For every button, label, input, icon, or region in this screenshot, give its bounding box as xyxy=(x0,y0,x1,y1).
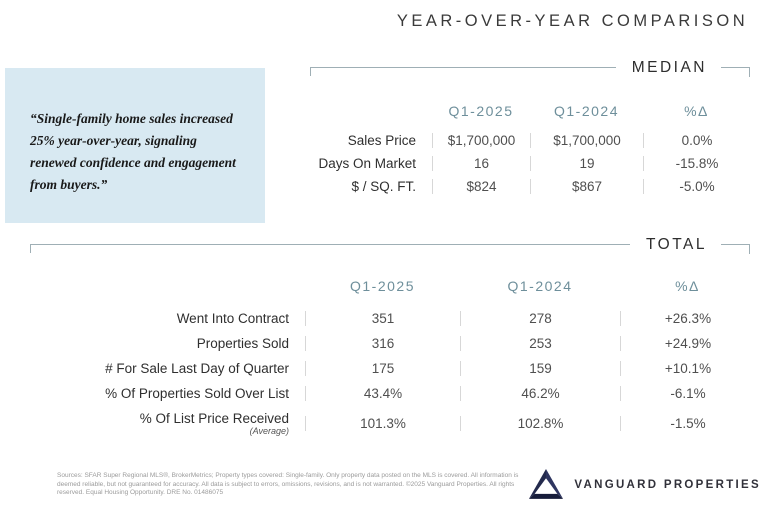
table-row: % Of List Price Received (Average) 101.3… xyxy=(30,406,755,440)
row-label: Sales Price xyxy=(347,133,416,148)
row-label: % Of List Price Received (Average) xyxy=(30,411,305,436)
vanguard-triangle-icon xyxy=(529,469,564,499)
total-table: Q1-2025 Q1-2024 %Δ Went Into Contract 35… xyxy=(30,275,755,440)
median-table-header-row: Q1-2025 Q1-2024 %Δ xyxy=(290,100,750,122)
cell-value: $1,700,000 xyxy=(530,133,643,148)
median-section-label: MEDIAN xyxy=(631,59,707,76)
table-row: Went Into Contract 351 278 +26.3% xyxy=(30,306,755,331)
row-label: Went Into Contract xyxy=(176,311,289,326)
row-label: Properties Sold xyxy=(196,336,289,351)
cell-value: 175 xyxy=(305,361,460,376)
row-label-main: % Of List Price Received xyxy=(139,410,289,426)
cell-value: 16 xyxy=(432,156,530,171)
cell-value: 101.3% xyxy=(305,415,460,431)
cell-value: $1,700,000 xyxy=(432,133,530,148)
total-col-q1-2025: Q1-2025 xyxy=(350,278,415,294)
quote-box: “Single-family home sales increased 25% … xyxy=(5,68,265,223)
cell-value: 102.8% xyxy=(460,415,620,431)
cell-value: 19 xyxy=(530,156,643,171)
median-rule-line xyxy=(310,67,616,76)
total-rule-line xyxy=(30,244,630,253)
disclaimer-text: Sources: SFAR Super Regional MLS®, Broke… xyxy=(57,472,519,496)
cell-value: 159 xyxy=(460,361,620,376)
cell-value: $867 xyxy=(530,179,643,194)
total-table-header-row: Q1-2025 Q1-2024 %Δ xyxy=(30,275,755,297)
median-rule-bracket xyxy=(721,67,750,77)
table-row: Sales Price $1,700,000 $1,700,000 0.0% xyxy=(290,129,750,152)
cell-value: -15.8% xyxy=(643,156,750,171)
cell-value: -6.1% xyxy=(620,386,755,401)
median-col-q1-2024: Q1-2024 xyxy=(554,103,619,119)
cell-value: 278 xyxy=(460,311,620,326)
cell-value: $824 xyxy=(432,179,530,194)
row-label: $ / SQ. FT. xyxy=(351,179,416,194)
row-label-sub: (Average) xyxy=(249,425,289,436)
cell-value: 43.4% xyxy=(305,386,460,401)
median-section-header: MEDIAN xyxy=(310,59,750,77)
brand-name: VANGUARD PROPERTIES xyxy=(574,479,761,491)
total-section-header: TOTAL xyxy=(30,236,750,254)
table-row: # For Sale Last Day of Quarter 175 159 +… xyxy=(30,356,755,381)
cell-value: -5.0% xyxy=(643,179,750,194)
table-row: $ / SQ. FT. $824 $867 -5.0% xyxy=(290,175,750,198)
cell-value: 0.0% xyxy=(643,133,750,148)
table-row: % Of Properties Sold Over List 43.4% 46.… xyxy=(30,381,755,406)
cell-value: +26.3% xyxy=(620,311,755,326)
row-label: # For Sale Last Day of Quarter xyxy=(105,361,289,376)
page-title: YEAR-OVER-YEAR COMPARISON xyxy=(396,12,749,30)
cell-value: 46.2% xyxy=(460,386,620,401)
median-table: Q1-2025 Q1-2024 %Δ Sales Price $1,700,00… xyxy=(290,100,750,198)
cell-value: 316 xyxy=(305,336,460,351)
total-col-q1-2024: Q1-2024 xyxy=(507,278,573,294)
median-col-delta: %Δ xyxy=(684,103,709,119)
quote-text: “Single-family home sales increased 25% … xyxy=(30,111,236,192)
row-label: % Of Properties Sold Over List xyxy=(105,386,289,401)
cell-value: +10.1% xyxy=(620,361,755,376)
cell-value: +24.9% xyxy=(620,336,755,351)
total-rule-bracket xyxy=(721,244,750,254)
row-label: Days On Market xyxy=(318,156,416,171)
cell-value: 253 xyxy=(460,336,620,351)
cell-value: -1.5% xyxy=(620,415,755,431)
table-row: Properties Sold 316 253 +24.9% xyxy=(30,331,755,356)
cell-value: 351 xyxy=(305,311,460,326)
median-col-q1-2025: Q1-2025 xyxy=(448,103,514,119)
total-col-delta: %Δ xyxy=(675,278,700,294)
total-section-label: TOTAL xyxy=(645,236,707,253)
table-row: Days On Market 16 19 -15.8% xyxy=(290,152,750,175)
brand-logo: VANGUARD PROPERTIES xyxy=(528,469,761,501)
